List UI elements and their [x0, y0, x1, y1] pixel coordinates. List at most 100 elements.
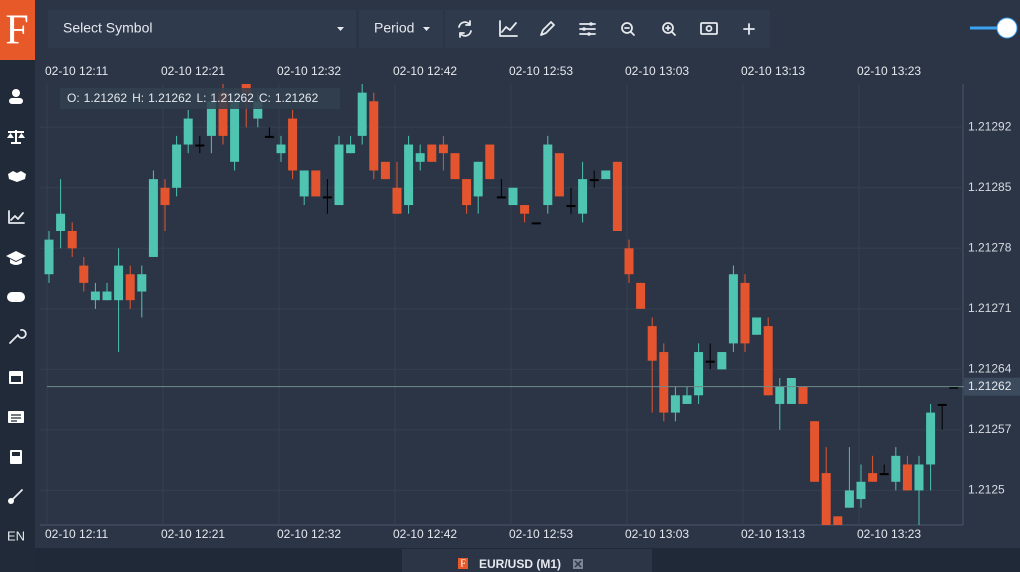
- ohlc-legend-key: C:: [259, 91, 271, 105]
- candle-body: [624, 248, 634, 275]
- candle-body: [949, 386, 959, 389]
- candle-body: [821, 473, 831, 525]
- gamepad-icon[interactable]: [7, 292, 25, 302]
- candle-body: [67, 231, 77, 249]
- candle-body: [183, 118, 193, 145]
- language[interactable]: EN: [7, 528, 25, 543]
- y-tick-label: 1.21271: [968, 301, 1012, 315]
- candle-body: [415, 153, 425, 162]
- candle-body: [148, 179, 158, 257]
- toolbar: Select Symbol Period: [48, 10, 770, 48]
- chart-icon[interactable]: [8, 210, 25, 224]
- ohlc-legend-value: 1.21262: [210, 91, 254, 105]
- indicator-button[interactable]: [499, 20, 518, 37]
- book-icon[interactable]: [10, 450, 22, 464]
- x-tick-label: 02-10 13:23: [857, 64, 921, 78]
- ohlc-legend-bg: [60, 88, 340, 109]
- news-icon[interactable]: [8, 411, 24, 423]
- logo[interactable]: [0, 0, 35, 60]
- x-tick-label: 02-10 13:03: [625, 64, 689, 78]
- candle-body: [763, 326, 773, 396]
- candle-body: [937, 403, 947, 406]
- candle-body: [322, 196, 332, 199]
- wrench-icon[interactable]: [9, 329, 27, 344]
- candle-body: [276, 144, 286, 154]
- settings-button[interactable]: [579, 22, 596, 36]
- logo-text: F: [5, 8, 28, 54]
- candle-body: [670, 395, 680, 413]
- candle-body: [926, 412, 936, 465]
- y-tick-label: 1.21292: [968, 119, 1012, 133]
- y-tick-label: 1.2125: [968, 483, 1005, 497]
- candle-body: [160, 187, 170, 206]
- candle-body: [868, 473, 878, 482]
- candle-body: [137, 274, 147, 292]
- add-button[interactable]: [743, 23, 755, 35]
- candle-body: [647, 326, 657, 361]
- candle-body: [798, 386, 808, 404]
- candle-body: [728, 274, 738, 344]
- candle-body: [566, 205, 576, 208]
- candle-body: [844, 490, 854, 508]
- candle-body: [288, 118, 298, 171]
- candle-body: [450, 153, 460, 180]
- x-tick-label: 02-10 12:42: [393, 527, 457, 541]
- tab-icon: [458, 558, 468, 569]
- candle-body: [114, 265, 124, 301]
- ohlc-legend-value: 1.21262: [275, 91, 319, 105]
- refresh-button[interactable]: [458, 20, 472, 38]
- candle-body: [740, 282, 750, 344]
- brush-icon[interactable]: [8, 489, 23, 504]
- ohlc-legend-key: H:: [132, 91, 144, 105]
- candle-body: [311, 170, 321, 197]
- handshake-icon[interactable]: [8, 171, 26, 182]
- zoom-in-button[interactable]: [662, 22, 676, 36]
- period-select[interactable]: [359, 10, 443, 48]
- candle-body: [879, 473, 889, 476]
- candle-body: [543, 144, 553, 206]
- scales-icon[interactable]: [7, 130, 25, 144]
- user-icon[interactable]: [9, 89, 23, 104]
- x-tick-label: 02-10 12:53: [509, 64, 573, 78]
- candle-body: [891, 455, 901, 482]
- x-tick-label: 02-10 13:13: [741, 64, 805, 78]
- x-tick-label: 02-10 13:23: [857, 527, 921, 541]
- sidebar: [0, 0, 35, 572]
- calendar-icon[interactable]: [9, 371, 23, 384]
- candle-body: [334, 144, 344, 206]
- candle-body: [357, 92, 367, 136]
- candle-body: [438, 144, 448, 154]
- candle-body: [786, 378, 796, 404]
- candle-body: [717, 352, 727, 370]
- candle-body: [218, 92, 228, 136]
- sidebar-icons: [6, 89, 27, 504]
- candle-body: [659, 352, 669, 413]
- candle-body: [346, 144, 356, 154]
- candle-body: [705, 360, 715, 363]
- graduation-icon[interactable]: [6, 251, 26, 265]
- grid: 1.21292 1.21285 1.21278 1.21271 1.21264 1.212…: [40, 64, 1012, 541]
- candle-body: [79, 265, 89, 283]
- candle-body: [125, 274, 135, 301]
- slider[interactable]: [970, 17, 1018, 39]
- candle-body: [578, 179, 588, 214]
- draw-button[interactable]: [540, 21, 555, 36]
- dropdown-arrow: [423, 27, 430, 31]
- candle-body: [682, 395, 692, 404]
- zoom-out-button[interactable]: [621, 22, 635, 36]
- ohlc-legend: O: 1.21262 H: 1.21262 L: 1.21262 C: 1.21262: [67, 91, 319, 105]
- candle-body: [369, 101, 379, 171]
- money-button[interactable]: [700, 22, 718, 35]
- candle-body: [172, 144, 182, 188]
- symbol-select[interactable]: [48, 10, 356, 48]
- candle-body: [810, 421, 820, 482]
- overlay: 1.21262 O: 1.21262 H: 1.21262 L: 1.21262 C: 1.21…: [47, 88, 1020, 396]
- candle-body: [56, 213, 66, 231]
- candle-body: [902, 464, 912, 491]
- candle-body: [485, 144, 495, 180]
- tab-close[interactable]: [573, 559, 583, 569]
- candle-body: [496, 196, 506, 199]
- last-price-label: 1.21262: [968, 379, 1012, 393]
